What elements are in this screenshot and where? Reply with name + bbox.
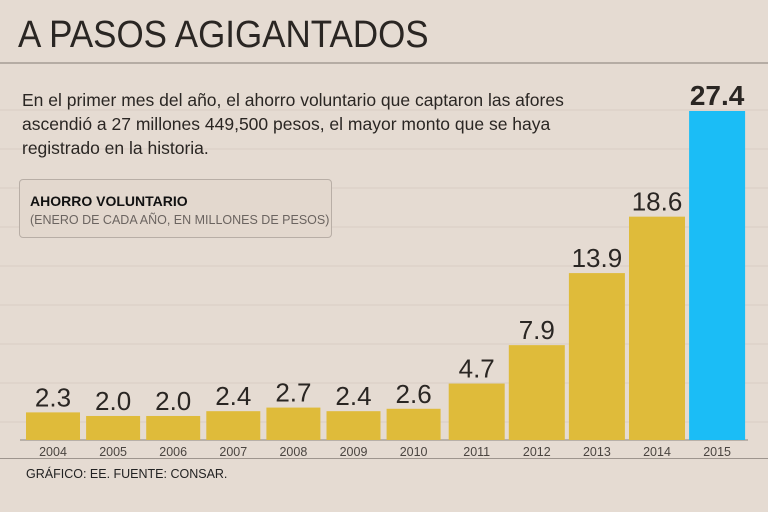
x-tick-label: 2013 [583,445,611,459]
data-label: 4.7 [459,354,495,384]
x-tick-label: 2015 [703,445,731,459]
data-label: 2.4 [335,381,371,411]
bar-2010 [386,408,441,440]
x-tick-label: 2010 [400,445,428,459]
bar-2012 [508,345,565,440]
bar-2005 [86,415,141,440]
legend-subheading: (ENERO DE CADA AÑO, EN MILLONES DE PESOS… [30,213,330,227]
data-label: 27.4 [690,80,745,111]
x-tick-label: 2011 [463,445,490,459]
description: En el primer mes del año, el ahorro volu… [22,90,564,158]
bar-2013 [568,273,625,440]
bar-2009 [326,411,381,440]
x-tick-label: 2014 [643,445,671,459]
source-credit: GRÁFICO: EE. FUENTE: CONSAR. [26,467,228,481]
bar-2007 [206,411,261,440]
data-label: 2.0 [95,386,131,416]
data-label: 7.9 [519,315,555,345]
x-tick-label: 2009 [340,445,368,459]
page-title: A PASOS AGIGANTADOS [18,14,429,56]
x-tick-label: 2005 [99,445,127,459]
x-tick-label: 2008 [279,445,307,459]
bar-2015 [689,111,746,440]
footer-divider [0,458,768,459]
data-label: 2.0 [155,386,191,416]
data-label: 2.6 [396,379,432,409]
data-label: 18.6 [632,187,683,217]
bar-2004 [26,412,80,440]
bar-2011 [448,383,505,440]
legend-heading: AHORRO VOLUNTARIO [30,193,188,209]
legend-box: AHORRO VOLUNTARIO (ENERO DE CADA AÑO, EN… [19,179,332,238]
data-label: 2.4 [215,381,251,411]
x-tick-label: 2007 [219,445,247,459]
bar-2006 [146,415,201,440]
title-divider [0,62,768,64]
data-label: 13.9 [572,243,623,273]
data-label: 2.7 [275,378,311,408]
x-tick-label: 2004 [39,445,67,459]
x-tick-label: 2012 [523,445,551,459]
bar-2014 [629,216,685,440]
data-label: 2.3 [35,382,71,412]
x-tick-label: 2006 [159,445,187,459]
bar-2008 [266,407,321,440]
